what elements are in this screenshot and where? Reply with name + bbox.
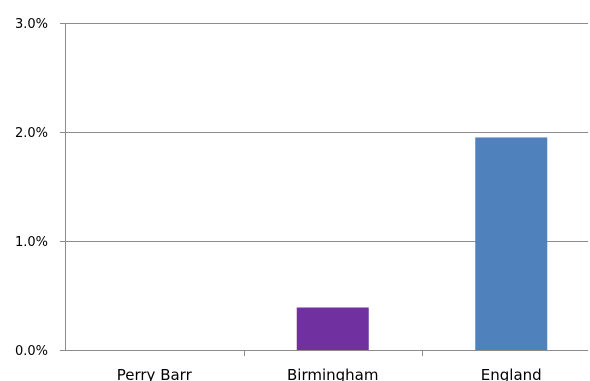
axes	[60, 23, 588, 356]
x-tick-label: Birmingham	[287, 366, 378, 381]
bars	[296, 137, 548, 350]
bar-birmingham	[296, 307, 369, 350]
y-tick-label: 0.0%	[15, 344, 48, 359]
x-tick-labels: Perry Barr Birmingham England	[117, 366, 542, 381]
y-tick-label: 1.0%	[15, 235, 48, 250]
y-tick-labels: 0.0% 1.0% 2.0% 3.0%	[15, 17, 48, 359]
bar-england	[475, 137, 548, 350]
x-tick-label: England	[481, 366, 542, 381]
y-tick-label: 3.0%	[15, 17, 48, 32]
y-tick-label: 2.0%	[15, 126, 48, 141]
x-tick-label: Perry Barr	[117, 366, 193, 381]
